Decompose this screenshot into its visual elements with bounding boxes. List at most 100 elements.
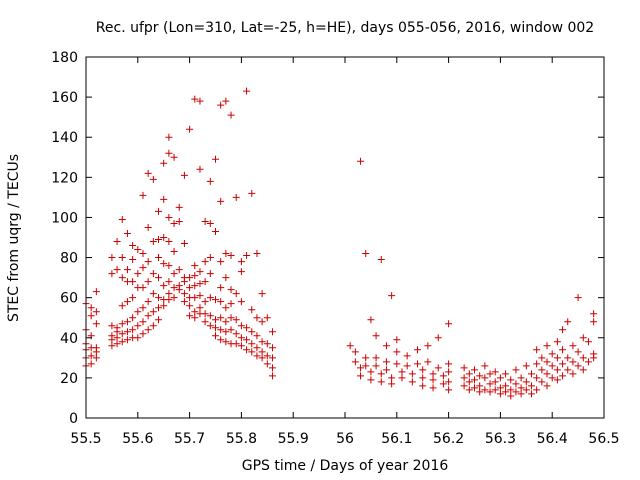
- data-point: [191, 262, 199, 270]
- y-tick-label: 180: [51, 50, 78, 66]
- data-point: [367, 316, 375, 324]
- data-point: [377, 256, 385, 264]
- data-point: [357, 364, 365, 372]
- data-point: [268, 364, 276, 372]
- data-point: [465, 386, 473, 394]
- data-point: [434, 364, 442, 372]
- data-point: [414, 346, 422, 354]
- data-point: [237, 268, 245, 276]
- data-point: [502, 388, 510, 396]
- data-point: [123, 336, 131, 344]
- data-point: [227, 252, 235, 260]
- data-point: [155, 254, 163, 262]
- data-point: [253, 332, 261, 340]
- data-point: [491, 368, 499, 376]
- x-tick-label: 55.5: [70, 431, 101, 447]
- data-point: [481, 374, 489, 382]
- data-point: [186, 302, 194, 310]
- data-point: [471, 366, 478, 374]
- data-point: [144, 258, 152, 266]
- x-tick-label: 56.1: [381, 431, 412, 447]
- data-point: [108, 342, 116, 350]
- data-point: [155, 236, 163, 244]
- data-point: [445, 360, 453, 368]
- data-point: [113, 266, 121, 274]
- data-point: [367, 368, 375, 376]
- data-point: [507, 386, 515, 394]
- data-point: [191, 314, 199, 322]
- data-point: [512, 366, 520, 374]
- data-point: [222, 274, 230, 282]
- data-point: [123, 266, 131, 274]
- data-point: [367, 376, 375, 384]
- data-point: [165, 238, 173, 246]
- data-point: [476, 382, 484, 390]
- data-point: [574, 348, 582, 356]
- data-point: [538, 378, 546, 386]
- data-point: [382, 358, 390, 366]
- data-point: [217, 314, 225, 322]
- data-point: [160, 234, 168, 241]
- data-point: [165, 296, 173, 304]
- data-point: [237, 298, 245, 306]
- data-point: [263, 352, 271, 360]
- data-point: [553, 338, 561, 346]
- data-point: [584, 358, 592, 366]
- data-point: [237, 342, 245, 350]
- data-point: [496, 390, 504, 398]
- data-point: [144, 169, 152, 177]
- data-point: [92, 348, 100, 356]
- data-point: [398, 368, 406, 376]
- data-point: [419, 374, 427, 382]
- data-point: [579, 366, 587, 374]
- data-point: [248, 348, 256, 356]
- data-point: [590, 318, 598, 326]
- data-point: [243, 252, 251, 260]
- data-point: [175, 286, 183, 294]
- data-point: [268, 372, 276, 380]
- data-point: [543, 370, 551, 378]
- data-point: [87, 352, 95, 360]
- data-point: [559, 372, 567, 380]
- data-point: [160, 260, 168, 268]
- data-point: [134, 322, 142, 330]
- data-point: [569, 370, 577, 378]
- data-point: [486, 370, 494, 378]
- data-point: [123, 229, 131, 237]
- data-point: [403, 362, 411, 370]
- data-point: [574, 362, 582, 370]
- data-point: [191, 95, 199, 103]
- data-point: [206, 270, 214, 278]
- data-point: [522, 378, 530, 386]
- data-point: [206, 294, 214, 302]
- data-point: [191, 272, 199, 280]
- data-point: [232, 340, 240, 348]
- data-point: [253, 314, 261, 322]
- data-point: [206, 312, 214, 320]
- data-point: [118, 254, 126, 262]
- axis-ticks: 55.5 55.6 55.7 55.8 55.9 56 56.1 56.2 56.3 56.4 56…: [51, 50, 619, 447]
- data-point: [186, 274, 194, 282]
- data-point: [553, 354, 561, 362]
- data-point: [382, 342, 390, 350]
- x-tick-label: 55.7: [174, 431, 205, 447]
- data-point: [507, 376, 515, 384]
- y-tick-label: 100: [51, 210, 78, 226]
- data-point: [232, 193, 240, 201]
- data-point: [502, 370, 510, 378]
- data-point: [165, 213, 173, 221]
- data-point: [445, 378, 453, 386]
- data-point: [460, 364, 468, 372]
- data-point: [377, 378, 385, 386]
- data-point: [527, 382, 535, 390]
- data-point: [139, 330, 147, 338]
- data-point: [170, 248, 178, 256]
- data-point: [175, 217, 183, 225]
- data-point: [196, 304, 204, 312]
- data-point: [517, 390, 525, 398]
- data-point: [165, 278, 173, 286]
- data-point: [408, 378, 416, 386]
- data-point: [92, 354, 100, 362]
- data-point: [357, 157, 365, 165]
- data-point: [191, 282, 199, 290]
